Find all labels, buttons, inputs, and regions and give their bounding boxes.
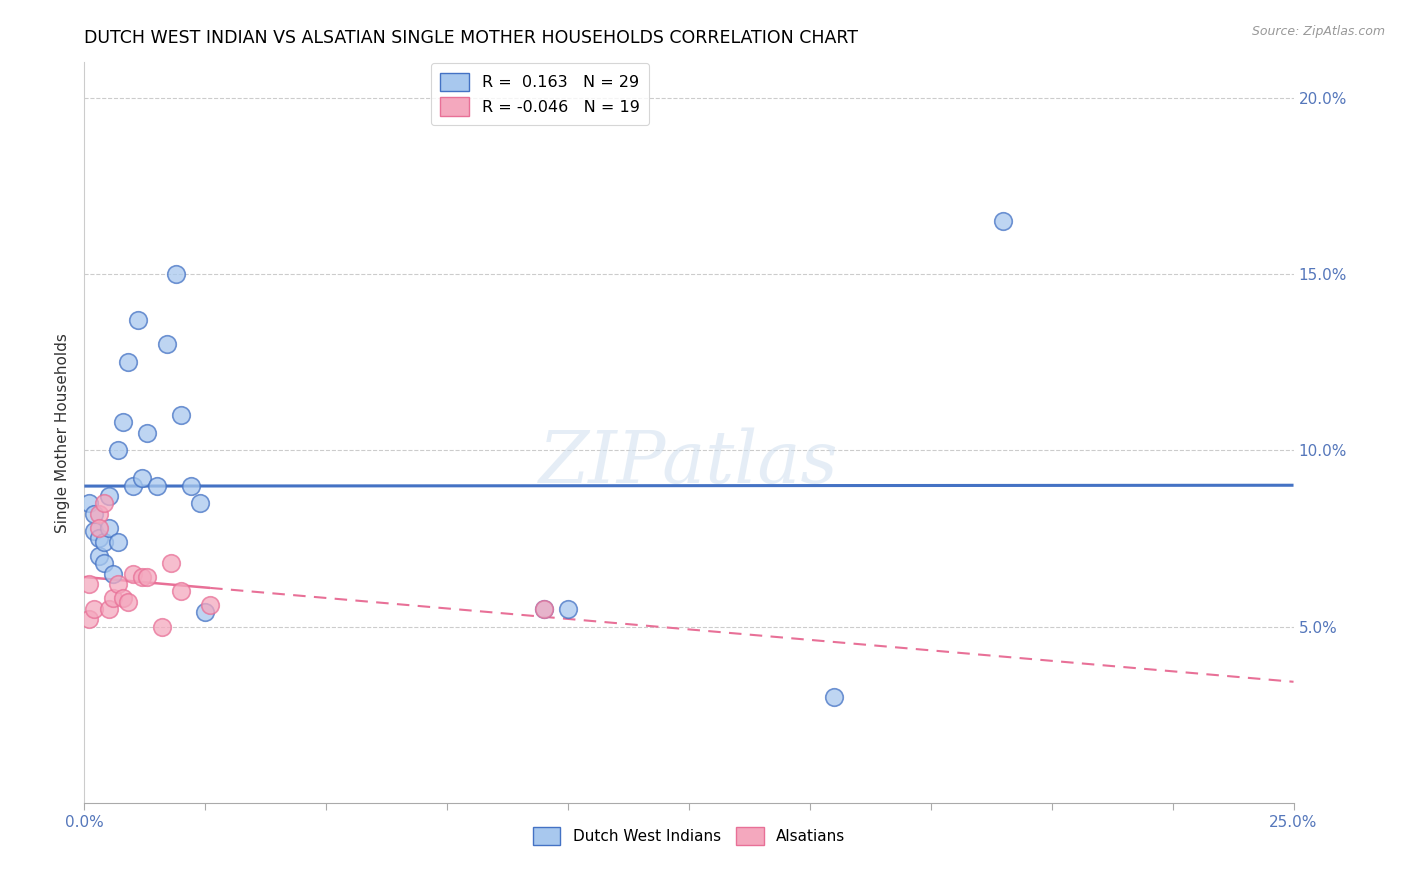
Point xyxy=(146,478,169,492)
Point xyxy=(121,566,143,581)
Legend: Dutch West Indians, Alsatians: Dutch West Indians, Alsatians xyxy=(527,821,851,851)
Point xyxy=(93,535,115,549)
Point xyxy=(993,214,1015,228)
Point xyxy=(83,507,105,521)
Point xyxy=(131,471,153,485)
Point xyxy=(87,532,110,546)
Point xyxy=(107,535,129,549)
Point xyxy=(194,606,217,620)
Point xyxy=(155,337,177,351)
Point xyxy=(136,570,159,584)
Point xyxy=(87,521,110,535)
Point xyxy=(136,425,159,440)
Point xyxy=(103,566,125,581)
Point xyxy=(117,595,139,609)
Point xyxy=(131,570,153,584)
Point xyxy=(190,496,212,510)
Point xyxy=(97,489,120,503)
Y-axis label: Single Mother Households: Single Mother Households xyxy=(55,333,70,533)
Point xyxy=(160,556,183,570)
Point xyxy=(77,577,100,591)
Point xyxy=(170,408,193,422)
Point xyxy=(97,521,120,535)
Point xyxy=(121,478,143,492)
Point xyxy=(87,549,110,563)
Text: ZIPatlas: ZIPatlas xyxy=(538,427,839,498)
Point xyxy=(127,313,149,327)
Point xyxy=(93,556,115,570)
Point xyxy=(107,577,129,591)
Point xyxy=(93,496,115,510)
Text: DUTCH WEST INDIAN VS ALSATIAN SINGLE MOTHER HOUSEHOLDS CORRELATION CHART: DUTCH WEST INDIAN VS ALSATIAN SINGLE MOT… xyxy=(84,29,858,47)
Point xyxy=(533,602,555,616)
Point xyxy=(112,591,135,606)
Point xyxy=(165,267,187,281)
Point xyxy=(198,599,221,613)
Point xyxy=(823,690,845,704)
Point xyxy=(557,602,579,616)
Point xyxy=(117,355,139,369)
Point xyxy=(180,478,202,492)
Point xyxy=(150,619,173,633)
Point xyxy=(77,496,100,510)
Text: Source: ZipAtlas.com: Source: ZipAtlas.com xyxy=(1251,25,1385,38)
Point xyxy=(533,602,555,616)
Point xyxy=(77,612,100,626)
Point xyxy=(170,584,193,599)
Point xyxy=(83,524,105,539)
Point xyxy=(112,415,135,429)
Point xyxy=(83,602,105,616)
Point xyxy=(103,591,125,606)
Point xyxy=(97,602,120,616)
Point xyxy=(107,443,129,458)
Point xyxy=(87,507,110,521)
